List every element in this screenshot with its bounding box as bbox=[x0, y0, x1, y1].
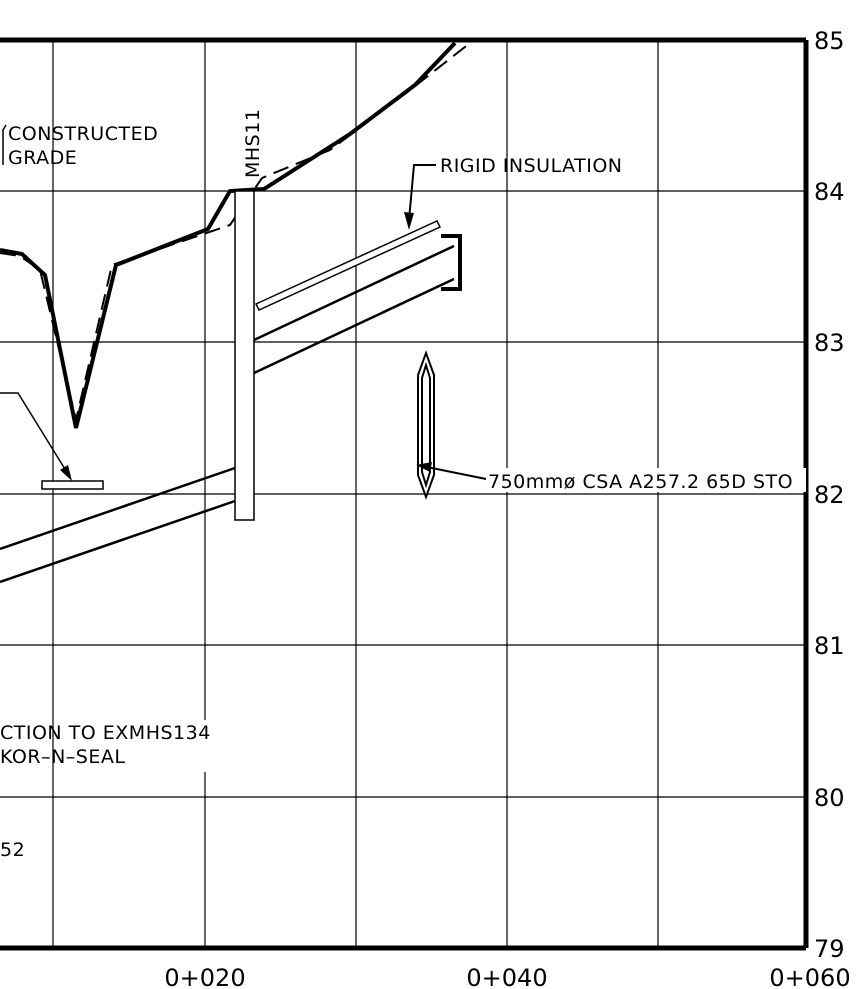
rigid-insulation-label: RIGID INSULATION bbox=[440, 155, 623, 177]
pipe-spec-arrowhead bbox=[416, 462, 432, 472]
pipe-spec-label: 750mmø CSA A257.2 65D STO bbox=[488, 471, 793, 493]
left-insulation-leader bbox=[0, 392, 69, 475]
elevation-label-82: 82 bbox=[814, 481, 845, 509]
drawing-frame bbox=[0, 37, 809, 951]
station-axis: 0+020 0+040 0+060 bbox=[164, 964, 850, 989]
left-insulation-strip bbox=[41, 480, 104, 490]
elevation-label-84: 84 bbox=[814, 178, 845, 206]
constructed-grade-line bbox=[0, 41, 457, 429]
connection-note-line1: CTION TO EXMHS134 bbox=[0, 722, 211, 744]
pipe-end-cap bbox=[441, 234, 462, 291]
elevation-label-80: 80 bbox=[814, 784, 845, 812]
elevation-label-85: 85 bbox=[814, 27, 845, 55]
sewer-pipe-west bbox=[0, 466, 236, 584]
left-insulation-arrowhead bbox=[60, 465, 72, 481]
elevation-axis: 85 84 83 82 81 80 79 bbox=[814, 27, 845, 963]
sewer-pipe-east bbox=[253, 244, 455, 375]
elevation-label-79: 79 bbox=[814, 935, 845, 963]
station-label-0040: 0+040 bbox=[466, 964, 547, 989]
pipe-spec-leader bbox=[421, 465, 487, 480]
rigid-insulation-arrowhead bbox=[404, 212, 414, 230]
elevation-gridlines bbox=[0, 190, 806, 798]
manhole-mhs11 bbox=[234, 190, 255, 521]
pipe-cross-section bbox=[417, 350, 435, 500]
station-gridlines bbox=[52, 40, 659, 948]
constructed-grade-label-line2: GRADE bbox=[8, 147, 77, 169]
constructed-grade-leader bbox=[2, 124, 7, 165]
elevation-label-81: 81 bbox=[814, 632, 845, 660]
station-label-0060: 0+060 bbox=[769, 964, 850, 989]
station-label-0020: 0+020 bbox=[164, 964, 245, 989]
rigid-insulation-strip bbox=[254, 220, 442, 311]
pipe-spec-label-mask bbox=[488, 468, 806, 492]
constructed-grade-label-line1: CONSTRUCTED bbox=[8, 123, 158, 145]
connection-note-line2: KOR–N–SEAL bbox=[0, 746, 125, 768]
rigid-insulation-leader bbox=[408, 164, 436, 221]
partial-note-52: 52 bbox=[0, 839, 25, 861]
elevation-label-83: 83 bbox=[814, 329, 845, 357]
manhole-label: MHS11 bbox=[242, 109, 264, 178]
